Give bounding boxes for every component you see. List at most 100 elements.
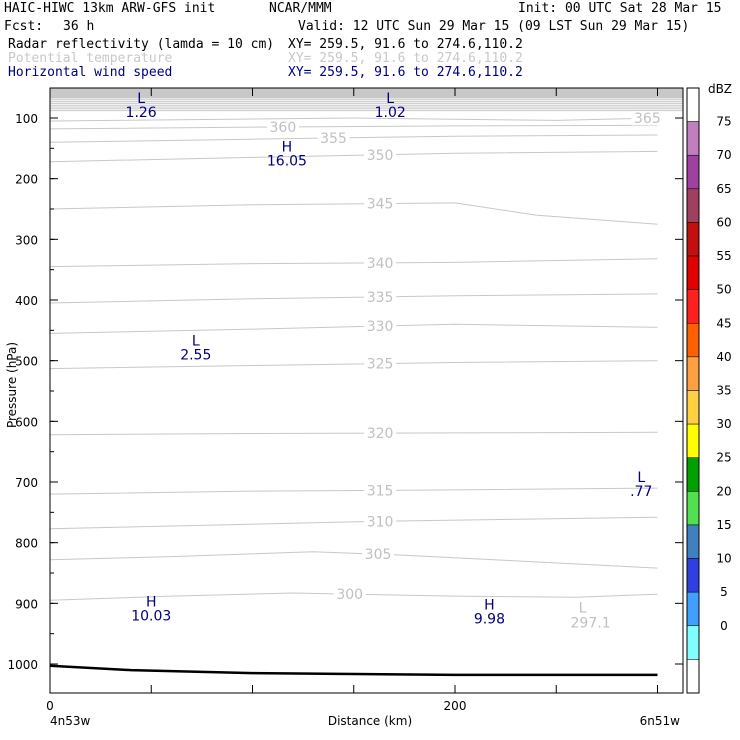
theta-contour-335	[49, 293, 658, 304]
theta-label-320: 320	[367, 426, 394, 442]
theta-contour-330	[49, 323, 658, 334]
theta-contour-350	[49, 150, 658, 163]
colorbar-swatch	[686, 356, 700, 391]
theta-label-325: 325	[367, 357, 394, 373]
extrema-labels: L1.26L1.02H16.05L2.55L.77H10.03H9.98L297…	[126, 91, 653, 632]
theta-label-bg	[364, 255, 397, 270]
y-tick-label: 700	[15, 476, 38, 490]
theta-label-bg	[631, 111, 664, 126]
y-tick-label: 500	[15, 355, 38, 369]
colorbar-level-label: 10	[716, 552, 731, 566]
wind-extremum-l: L	[386, 91, 394, 107]
wind-extremum-value: 1.26	[126, 105, 157, 121]
theta-contour-325	[49, 360, 658, 370]
theta-label-310: 310	[367, 514, 394, 530]
colorbar-level-label: 30	[716, 417, 731, 431]
colorbar-unit: dBZ	[708, 82, 732, 96]
colorbar-swatch	[686, 659, 700, 694]
colorbar-level-label: 60	[716, 215, 731, 229]
y-tick-label: 300	[15, 233, 38, 247]
colorbar-swatch	[686, 591, 700, 627]
theta-label-330: 330	[367, 319, 394, 335]
ground-line-path	[49, 664, 658, 677]
theta-contour-305	[49, 551, 658, 569]
y-tick-label: 400	[15, 294, 38, 308]
x-left-endpoint: 4n53w	[50, 714, 91, 728]
colorbar-level-label: 45	[716, 316, 731, 330]
colorbar-level-label: 25	[716, 451, 731, 465]
colorbar-frame	[686, 87, 700, 694]
x-right-endpoint: 6n51w	[640, 714, 681, 728]
y-tick-label: 1000	[7, 658, 38, 672]
org-label: NCAR/MMM	[269, 1, 332, 16]
field-wind: Horizontal wind speed	[8, 65, 173, 80]
theta-label-bg	[364, 483, 397, 498]
x-axis: 0 200	[46, 88, 658, 713]
theta-label-bg	[364, 356, 397, 371]
theta-label-bg	[364, 319, 397, 334]
theta-contour-320	[49, 431, 658, 436]
colorbar-level-label: 20	[716, 484, 731, 498]
theta-label-340: 340	[367, 256, 394, 272]
wind-extremum-l: L	[192, 334, 200, 350]
colorbar-swatch	[686, 390, 700, 425]
theta-label-300: 300	[336, 587, 363, 603]
wind-extremum-l: L	[637, 470, 645, 486]
theta-label-bg	[362, 547, 395, 562]
y-axis: 100 200 300 400 500 600 700 800 900 1000	[7, 112, 683, 672]
x-tick-label: 0	[46, 699, 54, 713]
theta-contour-310	[49, 516, 658, 530]
colorbar-level-label: 40	[716, 350, 731, 364]
y-tick-label: 100	[15, 112, 38, 126]
colorbar-swatch	[686, 222, 700, 257]
colorbar-swatch	[686, 323, 700, 358]
wind-extremum-value: 9.98	[474, 611, 505, 627]
wind-extremum-value: 1.02	[375, 105, 406, 121]
y-axis-label: Pressure (hPa)	[5, 342, 19, 428]
model-title: HAIC-HIWC 13km ARW-GFS init	[4, 1, 216, 16]
colorbar-swatch	[686, 289, 700, 324]
theta-label-bg	[333, 587, 366, 602]
colorbar-level-label: 50	[716, 283, 731, 297]
colorbar-level-label: 35	[716, 384, 731, 398]
colorbar-level-label: 55	[716, 249, 731, 263]
colorbar-level-label: 5	[720, 585, 728, 599]
y-tick-label: 900	[15, 597, 38, 611]
theta-contour-340	[49, 258, 658, 268]
colorbar-swatch	[686, 121, 700, 156]
theta-label-335: 335	[367, 290, 394, 306]
theta-label-bg	[364, 514, 397, 529]
theta-label-305: 305	[365, 547, 392, 563]
theta-contour-315	[49, 487, 658, 495]
colorbar-swatch	[686, 558, 700, 593]
theta-label-315: 315	[367, 483, 394, 499]
colorbar-level-label: 0	[720, 619, 728, 633]
theta-label-bg	[364, 426, 397, 441]
theta-label-bg	[266, 119, 299, 134]
wind-extremum-l: L	[137, 91, 145, 107]
field-reflectivity: Radar reflectivity (lamda = 10 cm)	[8, 37, 275, 52]
valid-time: Valid: 12 UTC Sun 29 Mar 15 (09 LST Sun …	[298, 19, 690, 34]
y-tick-label: 200	[15, 173, 38, 187]
field-reflectivity-xy: XY= 259.5, 91.6 to 274.6,110.2	[288, 37, 523, 52]
colorbar-level-label: 75	[716, 115, 731, 129]
fcst-label: Fcst:	[4, 19, 44, 34]
colorbar-swatch	[686, 491, 700, 526]
theta-label-355: 355	[320, 131, 347, 147]
theta-contour-355	[49, 134, 658, 143]
colorbar-level-label: 15	[716, 518, 731, 532]
theta-label-345: 345	[367, 197, 394, 213]
colorbar-swatch	[686, 188, 700, 223]
ground-line	[49, 664, 658, 677]
colorbar-swatch	[686, 524, 700, 559]
y-tick-label: 600	[15, 415, 38, 429]
theta-label-bg	[317, 131, 350, 146]
theta-contour-365	[49, 117, 658, 122]
fcst-value: 36 h	[63, 19, 95, 34]
wind-extremum-value: 16.05	[267, 153, 307, 169]
theta-extremum-l: L	[579, 601, 587, 617]
init-time: Init: 00 UTC Sat 28 Mar 15	[518, 1, 722, 16]
colorbar-swatch	[686, 625, 700, 660]
